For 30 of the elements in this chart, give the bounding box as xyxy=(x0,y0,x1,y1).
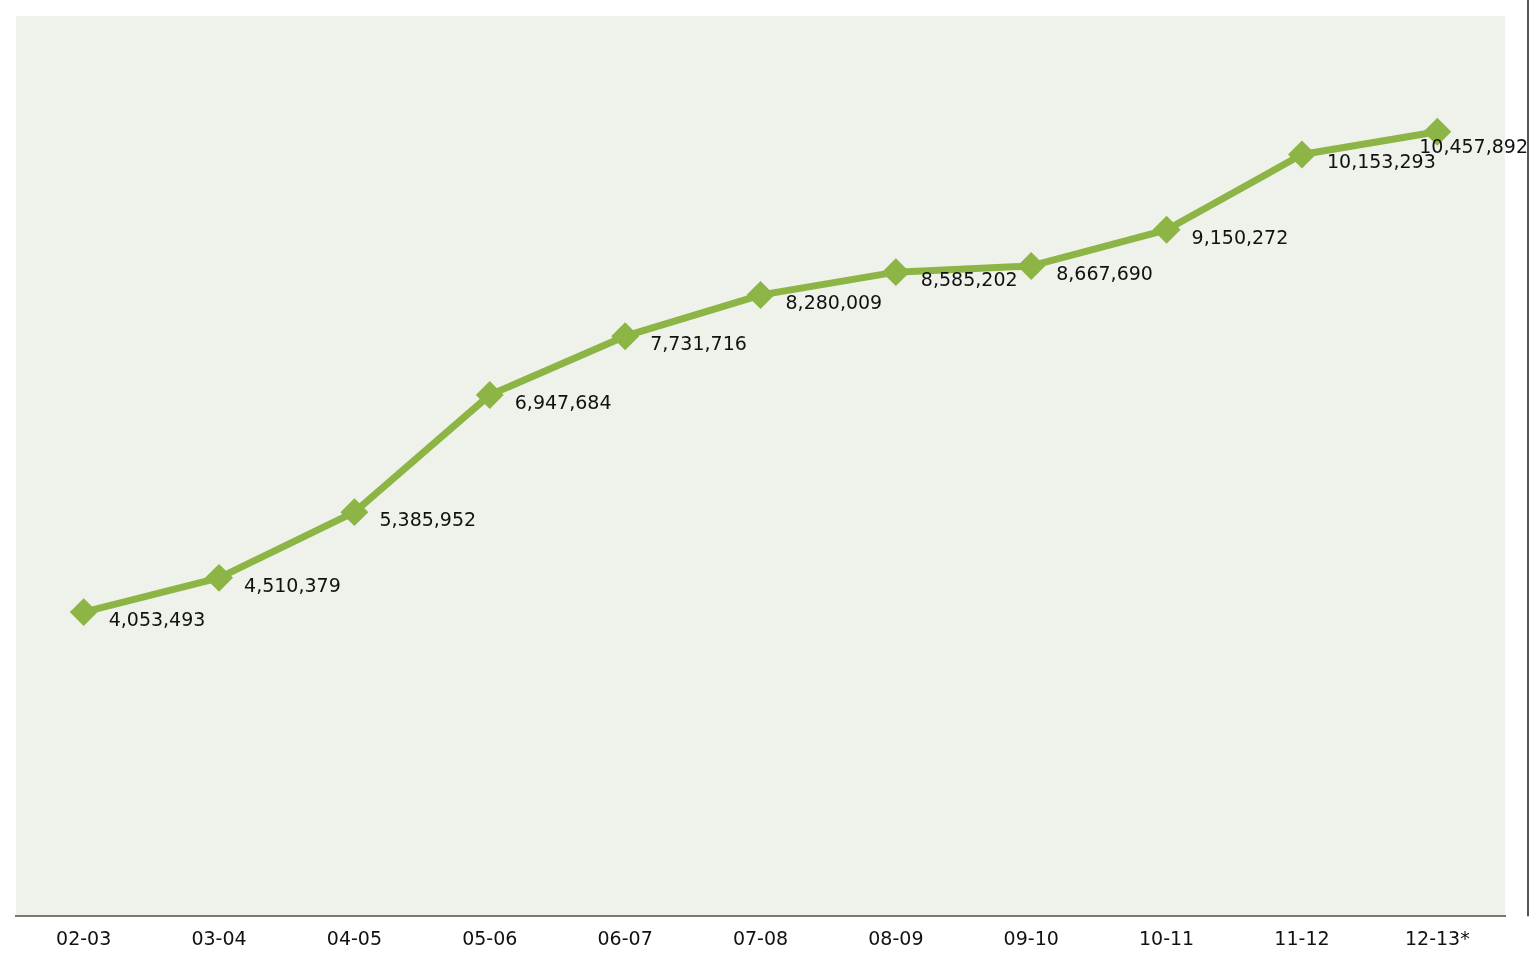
data-label: 8,280,009 xyxy=(785,291,883,313)
data-label: 9,150,272 xyxy=(1191,225,1289,248)
point xyxy=(612,323,638,349)
point xyxy=(883,259,909,285)
data-label: 6,947,684 xyxy=(514,390,612,413)
x-tick-label: 03-04 xyxy=(191,926,247,949)
x-tick-label: 09-10 xyxy=(1003,926,1059,949)
point xyxy=(341,499,367,525)
x-tick-label: 02-03 xyxy=(56,926,112,949)
x-tick-label: 04-05 xyxy=(326,926,383,949)
data-label: 5,385,952 xyxy=(379,508,477,531)
point xyxy=(206,565,232,591)
x-tick-label: 12-13* xyxy=(1404,926,1470,949)
data-label: 7,731,716 xyxy=(650,332,747,355)
point xyxy=(748,282,773,308)
data-label: 8,585,202 xyxy=(920,268,1018,291)
x-tick-label: 10-11 xyxy=(1138,926,1195,949)
x-tick-label: 05-06 xyxy=(462,926,518,949)
point xyxy=(71,599,97,625)
x-tick-label: 06-07 xyxy=(597,926,653,949)
point xyxy=(1289,142,1315,168)
data-label: 4,510,379 xyxy=(244,573,341,596)
x-tick-label: 11-12 xyxy=(1274,926,1330,949)
point xyxy=(1154,217,1180,243)
x-tick-label: 08-09 xyxy=(868,926,924,949)
point xyxy=(1018,253,1044,279)
data-label: 4,053,493 xyxy=(108,608,206,631)
data-label: 8,667,690 xyxy=(1056,261,1153,284)
point xyxy=(477,382,503,408)
x-tick-label: 07-08 xyxy=(732,926,789,949)
